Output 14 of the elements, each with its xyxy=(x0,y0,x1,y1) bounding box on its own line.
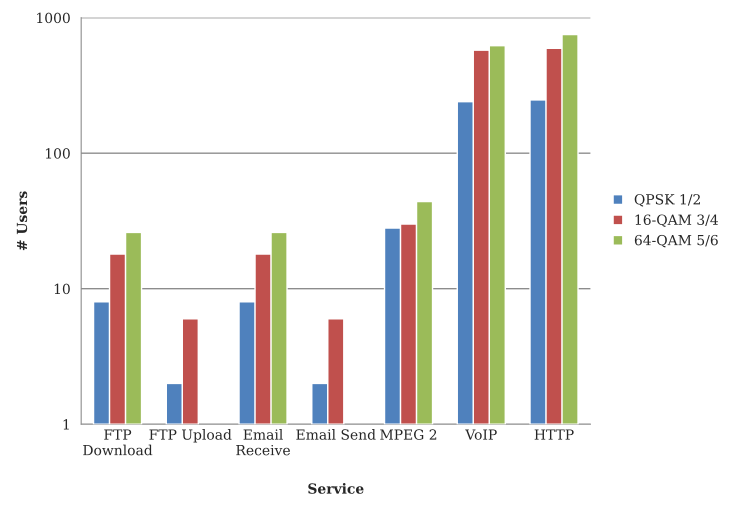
legend-label: 64-QAM 5/6 xyxy=(634,234,718,248)
y-tick-label: 1 xyxy=(64,419,69,430)
legend-label: 16-QAM 3/4 xyxy=(636,214,718,227)
x-tick-label: VoIP xyxy=(465,429,497,440)
x-axis-title: Service xyxy=(308,483,364,494)
y-tick-label: 1000 xyxy=(37,12,70,24)
x-tick-label: MPEG 2 xyxy=(380,429,436,440)
x-tick-label: HTTP xyxy=(534,429,574,440)
legend-label: QPSK 1/2 xyxy=(634,194,700,207)
x-tick-label: Email Send xyxy=(296,429,376,440)
x-tick-label: Email Receive xyxy=(236,429,290,456)
y-tick-label: 10 xyxy=(54,284,70,294)
y-axis-title: # Users xyxy=(16,191,28,250)
y-tick-label: 100 xyxy=(46,148,70,159)
